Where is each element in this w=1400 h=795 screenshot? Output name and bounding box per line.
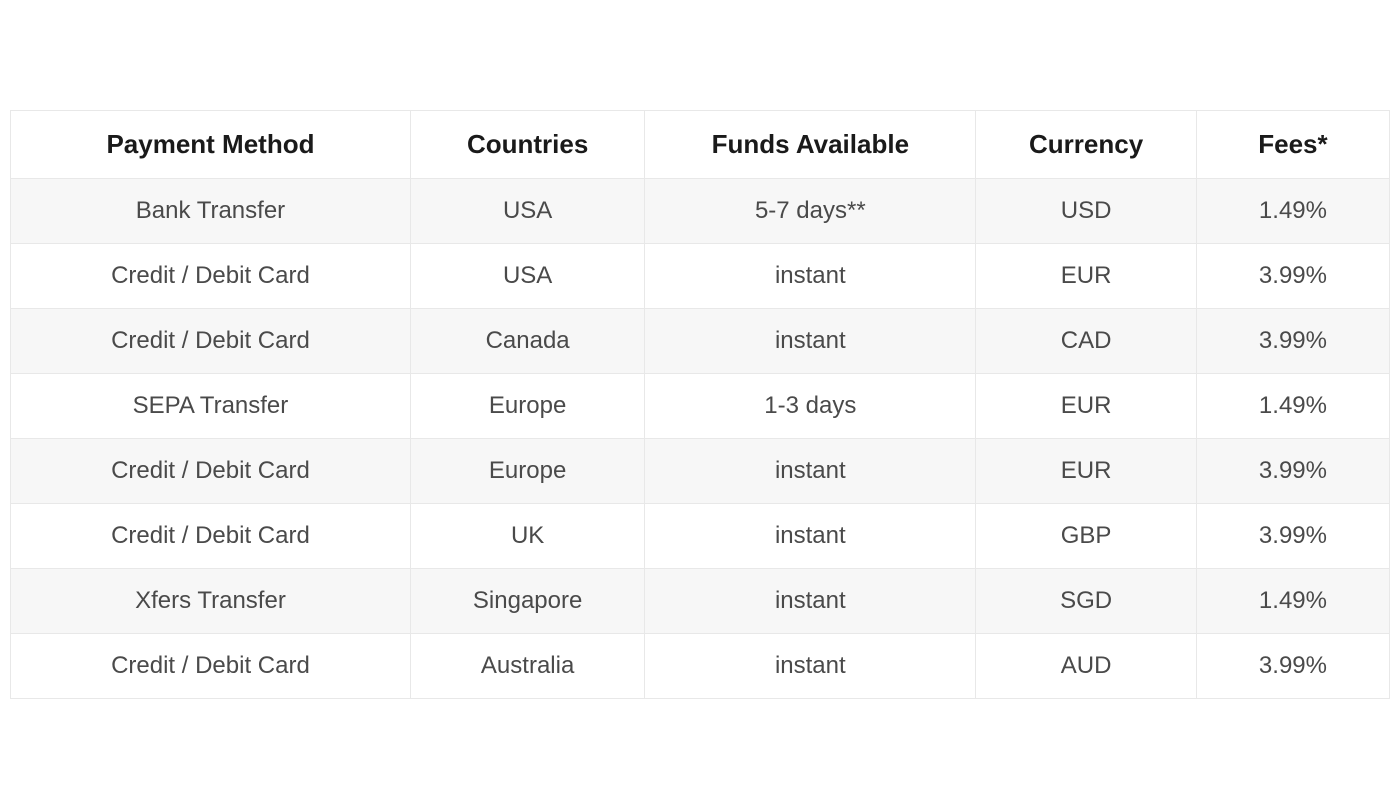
cell-funds-available: 1-3 days (645, 374, 976, 439)
table-row: Credit / Debit Card Europe instant EUR 3… (11, 439, 1390, 504)
cell-currency: CAD (976, 309, 1197, 374)
cell-countries: Europe (410, 374, 644, 439)
cell-currency: SGD (976, 569, 1197, 634)
table-row: Credit / Debit Card Canada instant CAD 3… (11, 309, 1390, 374)
cell-payment-method: Xfers Transfer (11, 569, 411, 634)
col-header-fees: Fees* (1196, 111, 1389, 179)
cell-currency: AUD (976, 634, 1197, 699)
cell-fees: 3.99% (1196, 439, 1389, 504)
table-row: Bank Transfer USA 5-7 days** USD 1.49% (11, 179, 1390, 244)
col-header-payment-method: Payment Method (11, 111, 411, 179)
cell-currency: USD (976, 179, 1197, 244)
cell-fees: 1.49% (1196, 569, 1389, 634)
cell-currency: EUR (976, 374, 1197, 439)
cell-countries: Canada (410, 309, 644, 374)
cell-countries: USA (410, 244, 644, 309)
cell-funds-available: instant (645, 244, 976, 309)
cell-payment-method: Credit / Debit Card (11, 244, 411, 309)
cell-currency: EUR (976, 439, 1197, 504)
table-row: SEPA Transfer Europe 1-3 days EUR 1.49% (11, 374, 1390, 439)
table-row: Credit / Debit Card UK instant GBP 3.99% (11, 504, 1390, 569)
table-header-row: Payment Method Countries Funds Available… (11, 111, 1390, 179)
cell-funds-available: instant (645, 504, 976, 569)
cell-countries: Europe (410, 439, 644, 504)
cell-payment-method: Credit / Debit Card (11, 439, 411, 504)
cell-payment-method: SEPA Transfer (11, 374, 411, 439)
cell-countries: Australia (410, 634, 644, 699)
cell-currency: GBP (976, 504, 1197, 569)
cell-payment-method: Bank Transfer (11, 179, 411, 244)
cell-countries: USA (410, 179, 644, 244)
payment-methods-table: Payment Method Countries Funds Available… (10, 110, 1390, 699)
cell-currency: EUR (976, 244, 1197, 309)
cell-fees: 3.99% (1196, 244, 1389, 309)
cell-fees: 3.99% (1196, 309, 1389, 374)
cell-fees: 3.99% (1196, 504, 1389, 569)
cell-fees: 1.49% (1196, 374, 1389, 439)
table-row: Credit / Debit Card Australia instant AU… (11, 634, 1390, 699)
cell-funds-available: 5-7 days** (645, 179, 976, 244)
col-header-funds-available: Funds Available (645, 111, 976, 179)
cell-payment-method: Credit / Debit Card (11, 309, 411, 374)
cell-fees: 1.49% (1196, 179, 1389, 244)
cell-funds-available: instant (645, 634, 976, 699)
table-row: Credit / Debit Card USA instant EUR 3.99… (11, 244, 1390, 309)
cell-payment-method: Credit / Debit Card (11, 504, 411, 569)
cell-countries: Singapore (410, 569, 644, 634)
cell-fees: 3.99% (1196, 634, 1389, 699)
col-header-currency: Currency (976, 111, 1197, 179)
cell-payment-method: Credit / Debit Card (11, 634, 411, 699)
cell-funds-available: instant (645, 439, 976, 504)
cell-funds-available: instant (645, 569, 976, 634)
col-header-countries: Countries (410, 111, 644, 179)
table-row: Xfers Transfer Singapore instant SGD 1.4… (11, 569, 1390, 634)
cell-countries: UK (410, 504, 644, 569)
cell-funds-available: instant (645, 309, 976, 374)
